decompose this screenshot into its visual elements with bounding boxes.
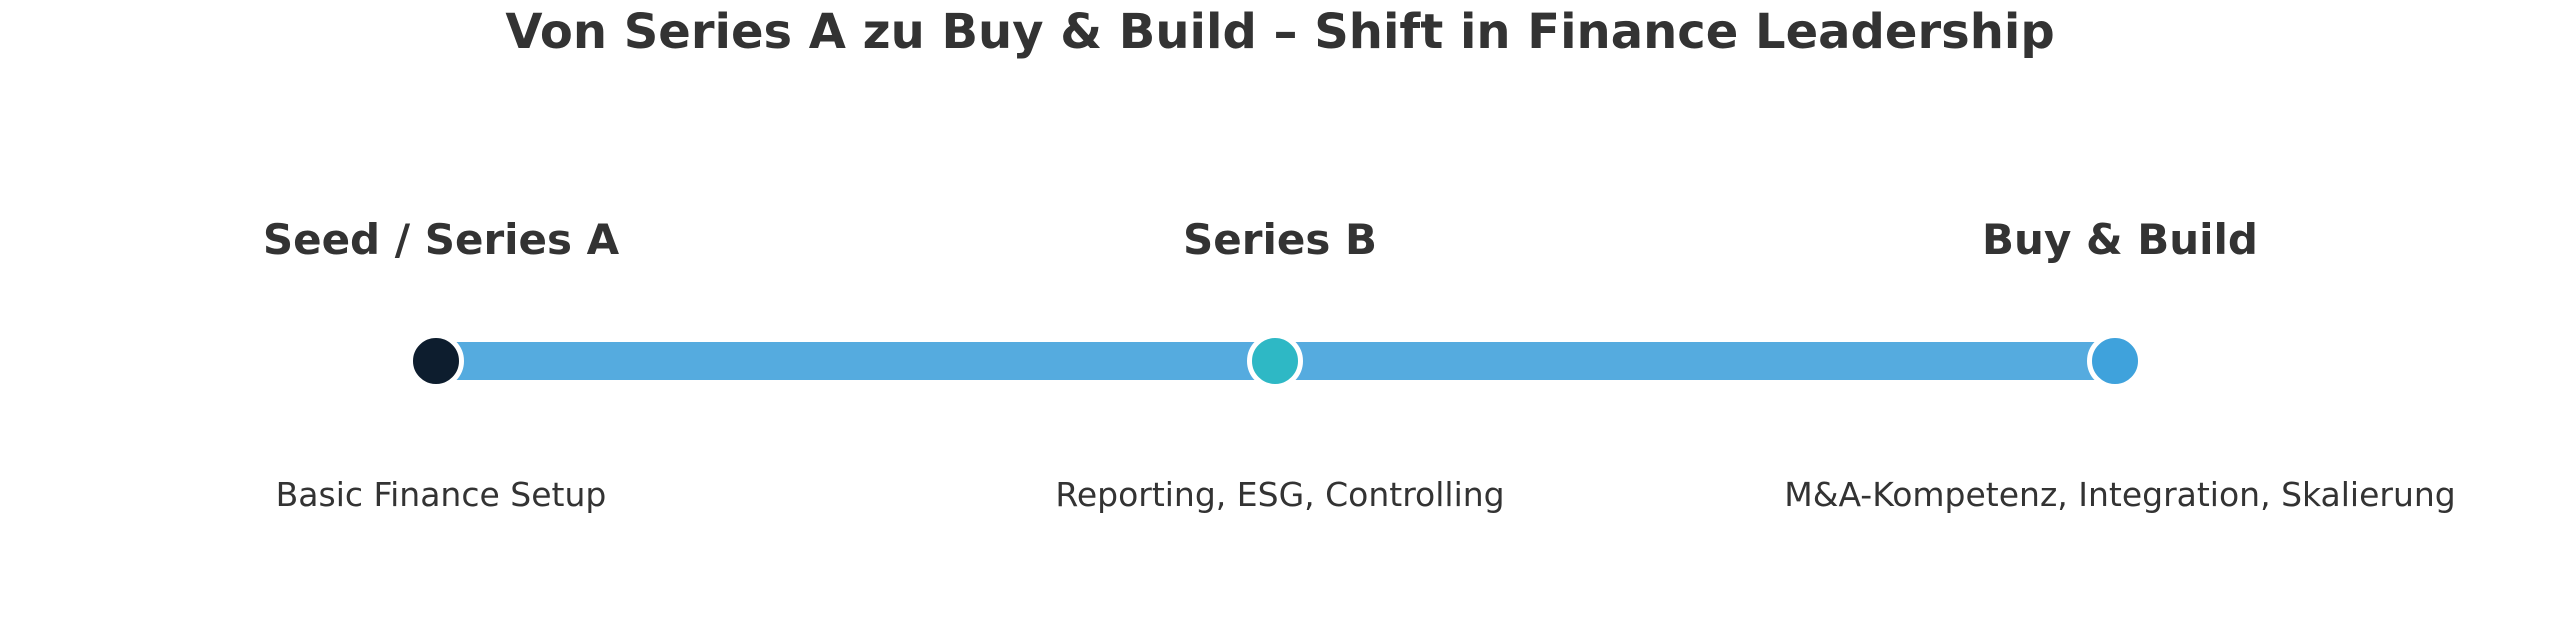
stage-description-buy-build: M&A-Kompetenz, Integration, Skalierung xyxy=(1784,475,2456,514)
timeline-node-buy-build xyxy=(2087,333,2143,389)
timeline-node-seed-series-a xyxy=(408,333,464,389)
timeline-node-series-b xyxy=(1247,333,1303,389)
stage-label-seed-series-a: Seed / Series A xyxy=(262,215,620,264)
stage-label-series-b: Series B xyxy=(1183,215,1377,264)
stage-label-buy-build: Buy & Build xyxy=(1982,215,2258,264)
stage-description-seed-series-a: Basic Finance Setup xyxy=(275,475,607,514)
stage-description-series-b: Reporting, ESG, Controlling xyxy=(1055,475,1505,514)
page-title: Von Series A zu Buy & Build – Shift in F… xyxy=(505,4,2055,60)
